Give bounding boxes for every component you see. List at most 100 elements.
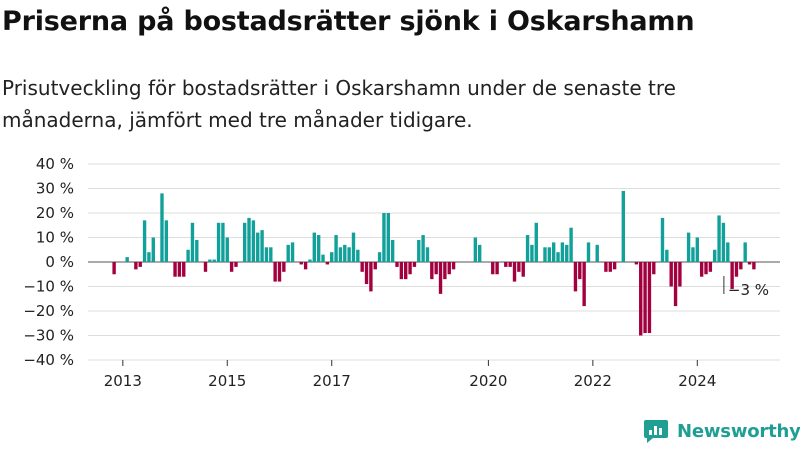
bar xyxy=(430,262,434,280)
bar xyxy=(699,262,704,277)
bar xyxy=(525,235,530,262)
bar xyxy=(743,242,747,262)
bar xyxy=(447,262,451,275)
bar xyxy=(312,232,317,262)
bar xyxy=(443,262,447,280)
bar xyxy=(325,262,330,265)
bar xyxy=(330,252,334,262)
bar xyxy=(316,235,321,262)
bar xyxy=(190,222,195,262)
bar xyxy=(112,262,116,275)
bar xyxy=(734,262,739,277)
bar xyxy=(303,262,308,270)
bar xyxy=(138,262,142,267)
x-tick-label: 2020 xyxy=(469,372,507,390)
bar xyxy=(530,244,534,262)
bar xyxy=(695,237,699,262)
bar xyxy=(390,239,395,262)
y-tick-label: 0 % xyxy=(45,253,74,271)
brand-name: Newsworthy xyxy=(677,420,800,442)
bar xyxy=(247,217,251,262)
bar xyxy=(203,262,208,272)
x-axis-ticks: 2013 2015 2017 2020 2022 2024 xyxy=(104,360,716,390)
bar xyxy=(269,247,273,262)
bar xyxy=(704,262,708,275)
bar xyxy=(508,262,512,267)
bar xyxy=(334,235,338,262)
bar xyxy=(351,232,356,262)
bar xyxy=(343,244,347,262)
bar xyxy=(256,232,260,262)
bar xyxy=(386,213,390,262)
bar xyxy=(473,237,478,262)
bar xyxy=(412,262,417,267)
chart-subtitle: Prisutveckling för bostadsrätter i Oskar… xyxy=(2,76,676,132)
bar xyxy=(534,222,538,262)
y-tick-label: 40 % xyxy=(36,155,74,173)
bar xyxy=(726,242,730,262)
bar xyxy=(691,247,695,262)
bar xyxy=(173,262,177,277)
x-tick-label: 2015 xyxy=(208,372,246,390)
bar xyxy=(730,262,734,289)
bar xyxy=(547,247,552,262)
bar xyxy=(621,190,626,262)
bar xyxy=(264,247,269,262)
newsworthy-logo-icon xyxy=(644,420,668,443)
bar xyxy=(151,237,155,262)
bar xyxy=(208,259,212,262)
bar xyxy=(747,262,752,265)
bar xyxy=(338,247,343,262)
bar xyxy=(234,262,238,267)
bar xyxy=(504,262,508,267)
bar xyxy=(147,252,151,262)
bar xyxy=(717,215,721,262)
bar xyxy=(395,262,399,267)
bar xyxy=(495,262,499,275)
bar xyxy=(560,242,565,262)
last-value-label: −3 % xyxy=(728,281,769,299)
bars xyxy=(112,190,756,336)
bar xyxy=(608,262,612,272)
bar xyxy=(665,249,669,262)
bar xyxy=(195,239,199,262)
bar xyxy=(421,235,425,262)
bar xyxy=(286,244,290,262)
x-tick-label: 2017 xyxy=(313,372,351,390)
bar xyxy=(708,262,713,272)
bar xyxy=(521,262,525,277)
y-tick-label: −10 % xyxy=(23,278,74,296)
bar xyxy=(360,262,364,272)
bar xyxy=(551,242,556,262)
y-tick-label: 10 % xyxy=(36,229,74,247)
x-tick-label: 2024 xyxy=(678,372,716,390)
bar xyxy=(491,262,495,275)
bar-chart: −40 %−30 %−20 %−10 %0 %10 %20 %30 %40 % … xyxy=(23,155,780,390)
bar xyxy=(517,262,521,272)
bar xyxy=(229,262,234,272)
bar xyxy=(290,242,295,262)
bar xyxy=(382,213,386,262)
gridlines xyxy=(88,163,780,361)
bar xyxy=(277,262,282,282)
bar xyxy=(647,262,652,334)
y-tick-label: −20 % xyxy=(23,302,74,320)
bar xyxy=(634,262,639,265)
bar xyxy=(373,262,377,270)
bar xyxy=(556,252,560,262)
bar xyxy=(125,257,129,262)
bar xyxy=(451,262,456,270)
y-tick-label: 30 % xyxy=(36,180,74,198)
bar xyxy=(212,259,216,262)
bar xyxy=(573,262,578,292)
bar xyxy=(478,244,482,262)
bar xyxy=(669,262,673,287)
bar xyxy=(582,262,586,307)
bar xyxy=(569,227,573,262)
bar xyxy=(177,262,182,277)
bar xyxy=(221,222,225,262)
annotations: −3 % xyxy=(723,276,769,299)
bar xyxy=(425,247,430,262)
bar xyxy=(260,230,264,262)
bar xyxy=(282,262,286,272)
